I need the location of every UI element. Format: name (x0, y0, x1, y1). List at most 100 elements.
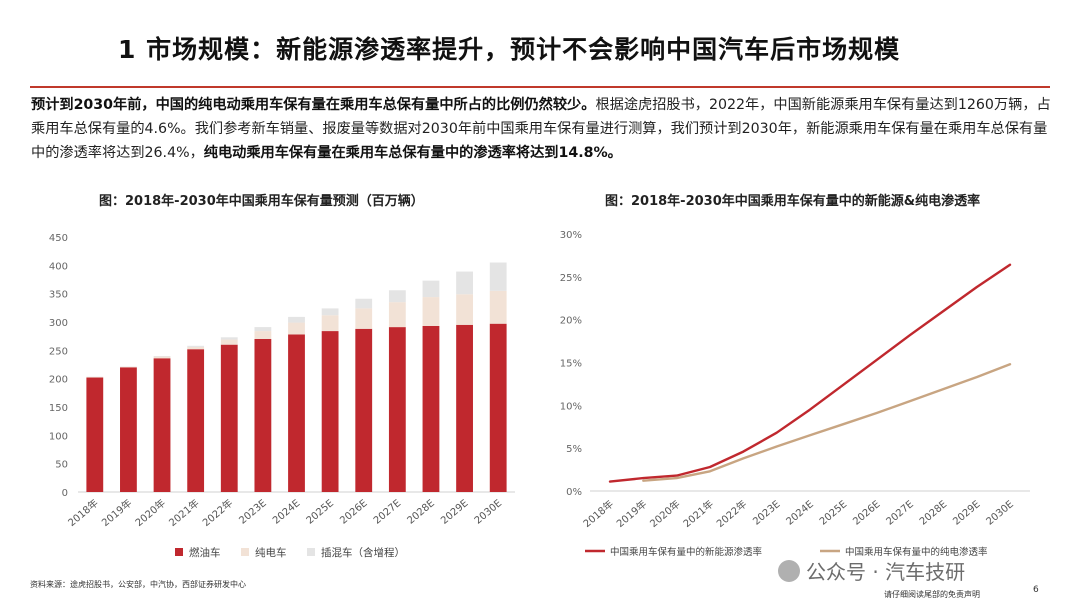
bar-fuel (422, 325, 440, 492)
legend-swatch (241, 548, 249, 556)
line-chart: 0%5%10%15%20%25%30%2018年 2019年 2020年 2021年 2… (560, 230, 1030, 558)
y-tick-label: 25% (560, 273, 582, 284)
wechat-icon (778, 559, 800, 582)
x-tick-label: 2024E (785, 499, 816, 528)
bar-fuel (321, 331, 339, 492)
bar-fuel (86, 377, 104, 492)
bar-bev (489, 290, 507, 324)
bar-fuel (388, 327, 406, 492)
summary-body: 根据途虎招股书，2022年，中国新能源乘用车保有量达到1260万辆，占乘用车总保… (31, 97, 1051, 161)
summary-bold-tail: 纯电动乘用车保有量在乘用车总保有量中的渗透率将达到14.8%。 (203, 145, 622, 161)
x-tick-label: 2026E (338, 498, 369, 527)
bar-fuel (153, 358, 171, 492)
bar-bev (187, 346, 205, 350)
x-tick-label: 2025E (305, 498, 336, 527)
y-tick-label: 250 (49, 346, 68, 357)
bar-bev (288, 322, 305, 335)
y-tick-label: 20% (560, 316, 582, 327)
bar-phev (187, 345, 205, 347)
summary-bold-lead: 预计到2030年前，中国的纯电动乘用车保有量在乘用车总保有量中所占的比例仍然较少… (31, 97, 596, 113)
title-divider (30, 86, 1050, 88)
legend-swatch (307, 548, 315, 556)
legend-label: 纯电车 (255, 546, 287, 559)
bar-fuel (187, 349, 205, 492)
y-tick-label: 150 (49, 403, 68, 414)
y-tick-label: 200 (49, 375, 68, 386)
bar-fuel (254, 339, 272, 492)
x-tick-label: 2023E (237, 498, 268, 527)
bar-fuel (120, 367, 137, 492)
bar-bev (153, 356, 171, 359)
y-tick-label: 0 (62, 488, 68, 499)
bar-phev (153, 356, 171, 357)
x-tick-label: 2018年 (65, 496, 101, 529)
y-tick-label: 350 (49, 290, 68, 301)
x-tick-label: 2025E (818, 499, 849, 528)
x-tick-label: 2023E (751, 499, 782, 528)
y-tick-label: 300 (49, 318, 68, 329)
x-tick-label: 2019年 (99, 496, 135, 529)
bar-fuel (220, 344, 238, 492)
x-tick-label: 2021年 (680, 497, 716, 530)
x-tick-label: 2026E (851, 499, 882, 528)
bar-bev (220, 339, 238, 345)
bev-penetration-line (642, 362, 1012, 482)
bar-phev (288, 316, 305, 323)
x-tick-label: 2020年 (647, 497, 683, 530)
bar-bev (456, 294, 473, 325)
x-tick-label: 2019年 (614, 497, 650, 530)
bar-phev (456, 271, 473, 295)
y-tick-label: 0% (566, 487, 582, 498)
bar-bev (422, 297, 440, 326)
x-tick-label: 2022年 (714, 497, 750, 530)
bar-phev (321, 308, 339, 316)
legend-swatch (175, 548, 183, 556)
bar-bev (254, 331, 272, 339)
bar-phev (254, 327, 272, 332)
left-chart-caption: 图：2018年-2030年中国乘用车保有量预测（百万辆） (99, 194, 424, 209)
summary-paragraph: 预计到2030年前，中国的纯电动乘用车保有量在乘用车总保有量中所占的比例仍然较少… (31, 93, 1053, 165)
watermark: 公众号 · 汽车技研 (778, 556, 965, 585)
x-tick-label: 2022年 (200, 496, 236, 529)
bar-fuel (288, 334, 305, 492)
y-tick-label: 450 (49, 233, 68, 244)
x-tick-label: 2027E (885, 499, 916, 528)
bar-bev (355, 308, 373, 329)
bar-phev (355, 298, 373, 309)
legend-label: 中国乘用车保有量中的新能源渗透率 (610, 546, 763, 558)
x-tick-label: 2024E (271, 498, 302, 527)
x-tick-label: 2027E (372, 498, 403, 527)
x-tick-label: 2029E (439, 498, 470, 527)
x-tick-label: 2018年 (580, 497, 616, 530)
bar-fuel (489, 323, 507, 492)
x-tick-label: 2028E (918, 499, 949, 528)
bar-bev (321, 315, 339, 332)
x-tick-label: 2028E (405, 498, 436, 527)
legend-label: 插混车（含增程） (321, 546, 405, 559)
page-number: 6 (1033, 585, 1039, 595)
y-tick-label: 10% (560, 401, 582, 412)
y-tick-label: 15% (560, 359, 582, 370)
x-tick-label: 2030E (473, 498, 504, 527)
right-chart-caption: 图：2018年-2030年中国乘用车保有量中的新能源&纯电渗透率 (605, 194, 981, 209)
legend-label: 燃油车 (189, 546, 221, 559)
watermark-text: 公众号 · 汽车技研 (806, 560, 966, 584)
nev-penetration-line (608, 263, 1012, 483)
bar-phev (489, 262, 507, 291)
bar-fuel (355, 328, 373, 492)
source-note: 资料来源：途虎招股书，公安部，中汽协，西部证券研发中心 (30, 580, 246, 589)
x-tick-label: 2029E (951, 499, 982, 528)
disclaimer: 请仔细阅读尾部的免责声明 (884, 590, 980, 599)
bar-bev (388, 302, 406, 328)
slide-title: 1 市场规模：新能源渗透率提升，预计不会影响中国汽车后市场规模 (118, 35, 901, 64)
x-tick-label: 2021年 (166, 496, 202, 529)
x-tick-label: 2030E (985, 499, 1016, 528)
bar-bev (86, 376, 104, 378)
y-tick-label: 50 (55, 460, 68, 471)
bar-fuel (456, 324, 473, 492)
x-tick-label: 2020年 (132, 496, 168, 529)
legend-label: 中国乘用车保有量中的纯电渗透率 (845, 546, 988, 558)
y-tick-label: 5% (566, 444, 582, 455)
bar-phev (422, 280, 440, 298)
